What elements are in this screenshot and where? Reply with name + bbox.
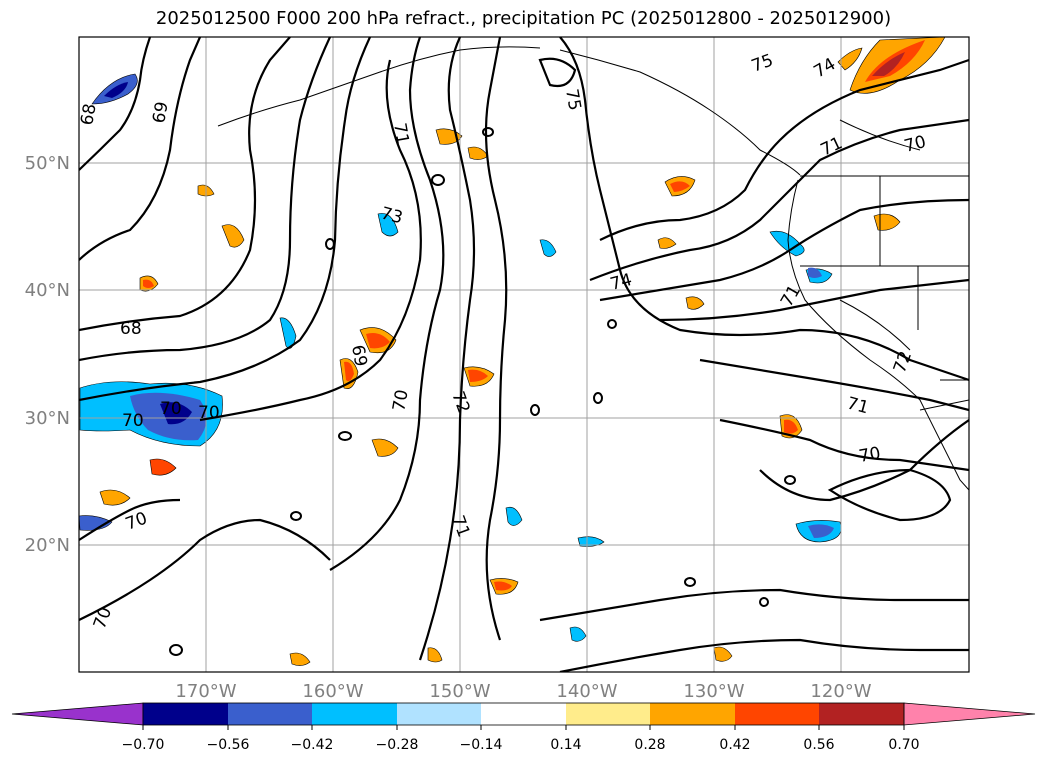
shade-blob — [79, 515, 113, 531]
colorbar-segment — [397, 703, 481, 725]
colorbar: −0.70 −0.56 −0.42 −0.28 −0.14 0.14 0.28 … — [11, 702, 1036, 753]
shade-blob — [539, 239, 557, 257]
contour-label: 70 — [389, 388, 412, 413]
shade-blob — [468, 369, 488, 382]
lat-label-50n: 50°N — [25, 153, 70, 174]
colorbar-tick-label: 0.70 — [888, 737, 919, 753]
refractivity-contours — [79, 37, 969, 672]
colorbar-segment — [228, 703, 312, 725]
lon-label-130w: 130°W — [683, 681, 744, 702]
shade-blob — [784, 419, 798, 434]
shade-blob — [494, 581, 512, 591]
plot-area — [79, 37, 969, 672]
small-contours — [169, 127, 796, 656]
colorbar-segment — [566, 703, 650, 725]
shade-blob — [808, 267, 822, 278]
shade-blob — [872, 52, 905, 76]
shade-blob — [149, 458, 177, 476]
plot-frame — [78, 36, 970, 673]
colorbar-tick-label: −0.56 — [207, 737, 250, 753]
contour-label: 68 — [77, 102, 100, 127]
lon-label-140w: 140°W — [556, 681, 617, 702]
shade-blob — [160, 402, 192, 425]
lon-label-150w: 150°W — [429, 681, 490, 702]
colorbar-tick-label: −0.42 — [291, 737, 334, 753]
lon-label-160w: 160°W — [302, 681, 363, 702]
shade-blob — [99, 489, 131, 506]
colorbar-segment — [819, 703, 904, 725]
lat-label-30n: 30°N — [25, 408, 70, 429]
shade-blob — [143, 279, 154, 288]
contour-label: 69 — [347, 343, 370, 368]
colorbar-segment — [143, 703, 228, 725]
shade-blob — [371, 438, 399, 457]
contour-label: 71 — [389, 121, 412, 146]
shade-blob — [670, 181, 690, 192]
colorbar-segment — [735, 703, 819, 725]
lon-label-170w: 170°W — [175, 681, 236, 702]
shade-blob — [427, 647, 443, 663]
shade-blob — [685, 296, 705, 310]
colorbar-tick-label: 0.14 — [550, 737, 581, 753]
shade-blob — [344, 361, 354, 382]
lat-label-20n: 20°N — [25, 535, 70, 556]
coastlines — [217, 46, 969, 491]
contour-label: 70 — [160, 399, 182, 419]
shade-blob — [808, 524, 834, 538]
colorbar-tick-label: 0.56 — [803, 737, 834, 753]
contour-label: 70 — [857, 443, 882, 466]
contour-label: 69 — [149, 100, 172, 125]
shaded-anomalies — [79, 37, 946, 666]
colorbar-segment — [312, 703, 397, 725]
shade-blob — [657, 237, 677, 249]
graticule — [79, 37, 969, 672]
lat-label-40n: 40°N — [25, 280, 70, 301]
colorbar-segment — [481, 703, 566, 725]
colorbar-ticks — [142, 725, 905, 730]
colorbar-tick-label: 0.28 — [634, 737, 665, 753]
map-title: 2025012500 F000 200 hPa refract., precip… — [155, 8, 892, 29]
shade-blob — [769, 230, 805, 257]
shade-blob — [713, 646, 733, 662]
shade-blob — [569, 626, 587, 642]
colorbar-tick-label: −0.70 — [122, 737, 165, 753]
contour-label: 70 — [122, 411, 144, 431]
colorbar-extend-low — [11, 702, 144, 726]
latitude-labels: 50°N 40°N 30°N 20°N — [25, 153, 70, 556]
colorbar-tick-label: −0.14 — [460, 737, 503, 753]
shade-blob — [377, 213, 399, 237]
colorbar-extend-high — [903, 702, 1036, 726]
colorbar-segment — [650, 703, 735, 725]
colorbar-tick-label: −0.28 — [376, 737, 419, 753]
lon-label-120w: 120°W — [810, 681, 871, 702]
colorbar-frame — [142, 702, 905, 726]
shade-blob — [221, 224, 245, 248]
contour-label: 70 — [198, 403, 220, 423]
shade-blob — [366, 333, 390, 349]
shade-blob — [837, 47, 863, 71]
longitude-labels: 170°W 160°W 150°W 140°W 130°W 120°W — [175, 681, 871, 702]
shade-blob — [289, 652, 311, 666]
shade-blob — [505, 506, 523, 526]
shade-blob — [104, 82, 128, 98]
colorbar-tick-label: 0.42 — [719, 737, 750, 753]
contour-label: 68 — [120, 319, 142, 339]
contour-label: 75 — [561, 87, 584, 112]
